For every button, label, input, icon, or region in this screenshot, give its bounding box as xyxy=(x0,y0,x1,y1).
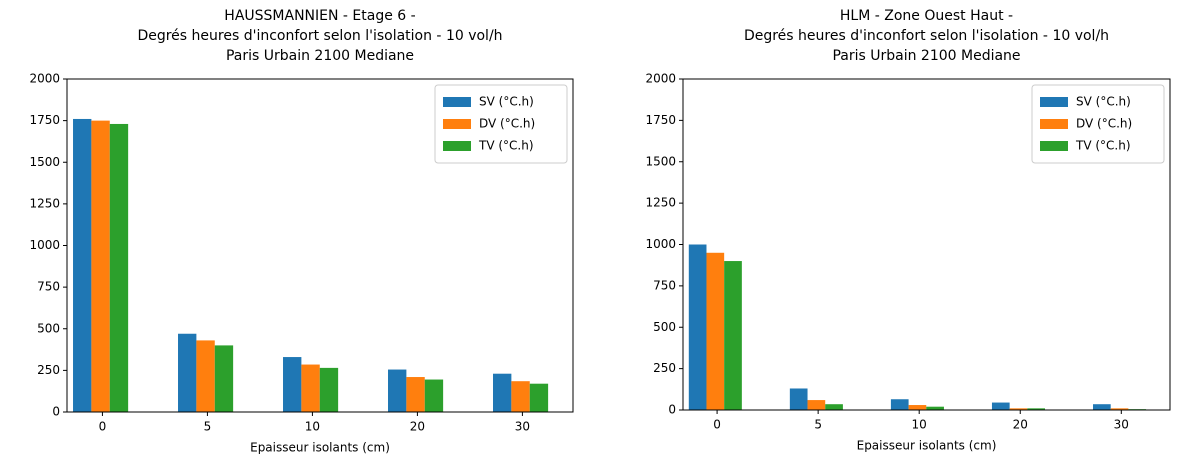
y-tick-label: 2000 xyxy=(645,72,676,86)
legend-label: SV (°C.h) xyxy=(479,95,534,109)
y-tick-label: 2000 xyxy=(29,72,60,86)
axes-frame xyxy=(682,78,1171,411)
x-tick-label: 20 xyxy=(410,420,425,434)
bar xyxy=(424,379,444,412)
x-tick-label: 10 xyxy=(305,420,320,434)
x-tick-label: 30 xyxy=(1114,418,1129,432)
bar xyxy=(493,373,512,412)
legend-swatch xyxy=(1040,141,1068,151)
chart-title: Paris Urbain 2100 Mediane xyxy=(226,48,414,64)
bar xyxy=(1027,408,1046,410)
chart-title: Degrés heures d'inconfort selon l'isolat… xyxy=(744,28,1109,44)
bar xyxy=(406,377,425,412)
bar xyxy=(789,388,808,410)
legend-swatch xyxy=(443,119,471,129)
x-tick-label: 5 xyxy=(814,418,822,432)
bar xyxy=(1093,404,1111,410)
legend-label: TV (°C.h) xyxy=(478,139,534,153)
bar xyxy=(196,340,215,412)
legend-swatch xyxy=(1040,97,1068,107)
bar xyxy=(319,367,339,412)
y-tick-label: 500 xyxy=(37,321,60,335)
chart-title: HAUSSMANNIEN - Etage 6 - xyxy=(224,8,415,24)
y-tick-label: 1500 xyxy=(645,154,676,168)
bar xyxy=(706,252,725,410)
y-tick-label: 1500 xyxy=(29,155,60,169)
bar xyxy=(991,402,1010,410)
bar xyxy=(388,369,407,412)
y-tick-label: 1000 xyxy=(645,237,676,251)
x-tick-label: 5 xyxy=(204,420,212,434)
bar xyxy=(926,406,944,410)
y-tick-label: 500 xyxy=(653,320,676,334)
legend-label: SV (°C.h) xyxy=(1076,95,1131,109)
y-tick-label: 0 xyxy=(668,403,676,417)
bar xyxy=(807,400,826,410)
legend-label: TV (°C.h) xyxy=(1075,139,1131,153)
bar xyxy=(724,261,742,410)
chart-title: Degrés heures d'inconfort selon l'isolat… xyxy=(137,28,502,44)
x-axis-label: Epaisseur isolants (cm) xyxy=(857,439,997,453)
y-tick-label: 250 xyxy=(653,361,676,375)
bar xyxy=(91,120,110,412)
y-tick-label: 1000 xyxy=(29,238,60,252)
legend-label: DV (°C.h) xyxy=(479,117,535,131)
legend-label: DV (°C.h) xyxy=(1076,117,1132,131)
chart-title: HLM - Zone Ouest Haut - xyxy=(840,8,1013,24)
x-axis-label: Epaisseur isolants (cm) xyxy=(250,441,390,455)
y-tick-label: 1750 xyxy=(645,113,676,127)
bar xyxy=(109,123,129,412)
chart-title: Paris Urbain 2100 Mediane xyxy=(832,48,1020,64)
bar xyxy=(825,404,843,410)
y-tick-label: 1250 xyxy=(29,196,60,210)
bar xyxy=(73,118,92,413)
y-tick-label: 750 xyxy=(37,280,60,294)
x-tick-label: 0 xyxy=(713,418,721,432)
bar xyxy=(214,345,234,412)
bar xyxy=(688,244,707,410)
y-tick-label: 1750 xyxy=(29,113,60,127)
bar xyxy=(890,399,909,410)
bar xyxy=(301,364,320,412)
bar xyxy=(283,357,302,412)
bar xyxy=(1110,408,1129,410)
y-tick-label: 250 xyxy=(37,363,60,377)
x-tick-label: 20 xyxy=(1013,418,1028,432)
y-tick-label: 750 xyxy=(653,278,676,292)
legend-swatch xyxy=(443,97,471,107)
x-tick-label: 30 xyxy=(515,420,530,434)
x-tick-label: 10 xyxy=(912,418,927,432)
legend-swatch xyxy=(1040,119,1068,129)
x-tick-label: 0 xyxy=(99,420,107,434)
y-tick-label: 0 xyxy=(52,405,60,419)
bar xyxy=(178,333,197,412)
y-tick-label: 1250 xyxy=(645,196,676,210)
axes-frame xyxy=(66,78,574,413)
bar xyxy=(1009,408,1028,410)
legend-swatch xyxy=(443,141,471,151)
bar xyxy=(511,381,530,412)
bar xyxy=(908,405,927,410)
bar xyxy=(529,383,549,412)
